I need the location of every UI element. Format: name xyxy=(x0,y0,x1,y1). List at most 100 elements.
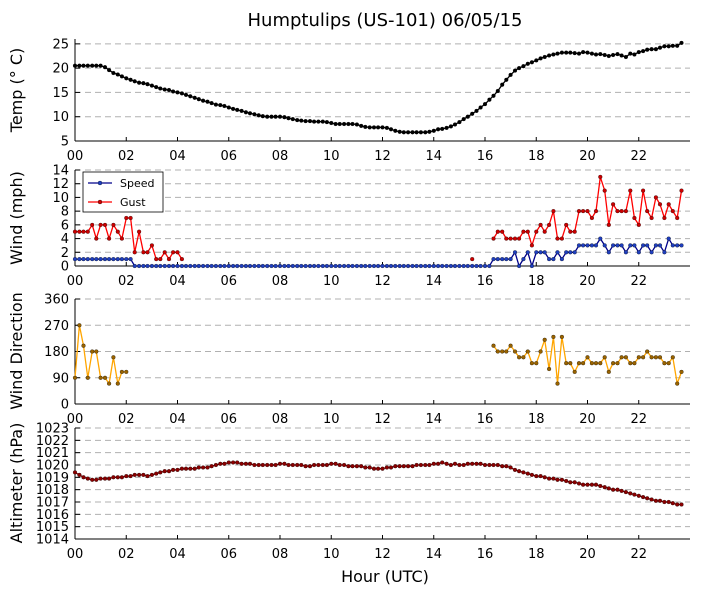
altimeter-altimeter-point xyxy=(436,461,441,466)
temp-temperature-point xyxy=(209,101,214,106)
altimeter-altimeter-point xyxy=(495,462,500,468)
direction-xtick-label: 16 xyxy=(477,412,494,427)
altimeter-altimeter-point xyxy=(154,471,159,476)
wind-xtick-label: 16 xyxy=(477,274,494,289)
wind-speed-point xyxy=(606,250,611,255)
direction-xtick-label: 22 xyxy=(630,412,647,427)
temp-temperature-point xyxy=(269,114,274,119)
wind-speed-point xyxy=(410,263,415,269)
altimeter-altimeter-point xyxy=(444,461,449,466)
temp-temperature-point xyxy=(444,125,449,130)
direction-xtick-label: 14 xyxy=(425,412,442,427)
temp-temperature-point xyxy=(406,130,411,135)
wind-gust-point xyxy=(542,229,547,234)
altimeter-ytick-label: 1014 xyxy=(36,533,69,548)
temp-temperature-point xyxy=(538,56,543,61)
wind-gust-point xyxy=(675,215,680,221)
altimeter-altimeter-point xyxy=(337,462,342,468)
wind-gust-point xyxy=(111,222,116,227)
altimeter-altimeter-point xyxy=(547,476,552,481)
wind-gust-point xyxy=(491,236,496,241)
altimeter-altimeter-point xyxy=(649,497,654,502)
wind-gust-point xyxy=(500,229,505,234)
direction-direction-point xyxy=(98,375,103,380)
temp-temperature-point xyxy=(359,123,364,128)
altimeter-altimeter-point xyxy=(388,465,394,470)
temp-temperature-point xyxy=(166,87,172,93)
wind-speed-point xyxy=(346,263,351,269)
wind-xtick-label: 14 xyxy=(425,274,442,289)
temp-temperature-point xyxy=(641,49,646,54)
direction-direction-point xyxy=(90,349,95,354)
wind-gust-point xyxy=(72,229,78,234)
temp-temperature-point xyxy=(529,60,534,65)
temp-temperature-point xyxy=(333,121,338,127)
altimeter-altimeter-point xyxy=(137,472,142,477)
wind-speed-point xyxy=(324,263,329,269)
wind-speed-point xyxy=(243,263,248,269)
wind-gust-point xyxy=(670,209,675,214)
temp-temperature-point xyxy=(98,63,103,68)
altimeter-altimeter-point xyxy=(406,464,411,469)
wind-speed-point xyxy=(312,263,317,269)
altimeter-ytick-label: 1022 xyxy=(36,434,69,449)
wind-speed-point xyxy=(98,257,103,262)
wind-speed-point xyxy=(256,263,261,269)
panel-temp: 5 10 15 20 25 00 02 04 06 08 10 12 14 16 18 20 22 Temp (°… xyxy=(7,37,690,164)
temp-temperature-point xyxy=(337,121,342,127)
wind-speed-point xyxy=(145,263,150,269)
wind-gust-point xyxy=(77,229,82,234)
wind-gust-point xyxy=(470,257,475,262)
direction-direction-point xyxy=(602,355,607,360)
altimeter-altimeter-point xyxy=(675,502,680,507)
altimeter-altimeter-point xyxy=(568,480,573,485)
wind-speed-point xyxy=(333,263,338,269)
altimeter-altimeter-point xyxy=(645,496,650,501)
wind-speed-point xyxy=(196,263,201,269)
wind-xtick-label: 20 xyxy=(579,274,596,289)
direction-direction-point xyxy=(615,361,620,366)
wind-speed-point xyxy=(657,243,663,248)
direction-direction-point xyxy=(102,375,108,380)
temp-y-axis-label: Temp (° C) xyxy=(7,48,26,133)
temp-temperature-point xyxy=(670,43,675,48)
wind-speed-point xyxy=(397,263,402,269)
direction-direction-point xyxy=(534,361,539,366)
temp-temperature-point xyxy=(572,51,577,56)
altimeter-ytick-label: 1023 xyxy=(36,422,69,437)
altimeter-xtick-label: 16 xyxy=(477,547,494,562)
wind-gust-point xyxy=(611,202,616,207)
direction-direction-point xyxy=(72,375,78,380)
wind-gust-point xyxy=(636,222,641,227)
wind-gust-point xyxy=(632,215,637,221)
wind-speed-point xyxy=(239,263,244,269)
direction-direction-point xyxy=(593,361,599,366)
wind-gust-point xyxy=(615,209,620,214)
wind-speed-point xyxy=(107,257,112,262)
wind-gust-point xyxy=(98,222,103,227)
altimeter-altimeter-point xyxy=(465,461,470,466)
temp-temperature-point xyxy=(316,119,321,124)
temp-temperature-point xyxy=(252,112,257,117)
wind-speed-point xyxy=(342,263,347,269)
direction-ytick-label: 90 xyxy=(52,371,69,386)
wind-speed-point xyxy=(512,250,518,255)
wind-speed-point xyxy=(226,263,231,269)
direction-direction-point xyxy=(611,361,616,366)
wind-gust-point xyxy=(132,250,137,255)
altimeter-altimeter-point xyxy=(243,461,248,466)
altimeter-altimeter-point xyxy=(162,469,167,474)
temp-xtick-label: 20 xyxy=(579,149,596,164)
altimeter-xtick-label: 18 xyxy=(528,547,545,562)
wind-gust-point xyxy=(576,209,582,214)
wind-speed-point xyxy=(137,263,142,269)
temp-temperature-point xyxy=(649,47,654,52)
direction-direction-point xyxy=(504,349,509,354)
altimeter-altimeter-point xyxy=(606,486,611,491)
altimeter-altimeter-point xyxy=(636,493,641,498)
temp-temperature-point xyxy=(397,129,402,134)
temp-temperature-point xyxy=(418,130,423,135)
wind-speed-point xyxy=(628,243,633,248)
